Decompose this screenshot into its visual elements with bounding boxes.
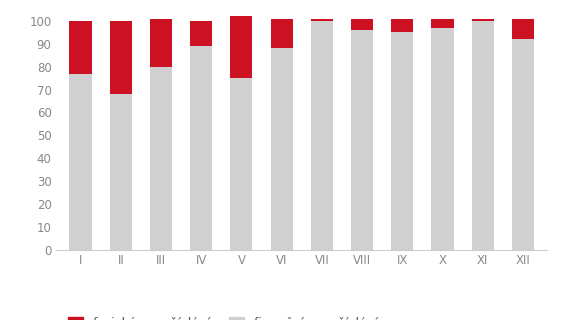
Bar	[190, 21, 212, 46]
Bar	[391, 19, 413, 32]
Bar	[512, 19, 534, 39]
Bar	[431, 19, 453, 28]
Bar	[351, 30, 373, 250]
Bar	[311, 19, 333, 21]
Bar	[190, 46, 212, 250]
Bar	[472, 21, 494, 250]
Bar	[109, 21, 132, 94]
Bar	[351, 19, 373, 30]
Bar	[230, 78, 253, 250]
Bar	[69, 21, 91, 74]
Bar	[150, 19, 172, 67]
Bar	[150, 67, 172, 250]
Bar	[391, 32, 413, 250]
Bar	[431, 28, 453, 250]
Legend: fyzické vypořádání, finanční vypořádání: fyzické vypořádání, finanční vypořádání	[63, 312, 383, 320]
Bar	[271, 48, 293, 250]
Bar	[311, 21, 333, 250]
Bar	[109, 94, 132, 250]
Bar	[512, 39, 534, 250]
Bar	[69, 74, 91, 250]
Bar	[472, 19, 494, 21]
Bar	[230, 16, 253, 78]
Bar	[271, 19, 293, 48]
